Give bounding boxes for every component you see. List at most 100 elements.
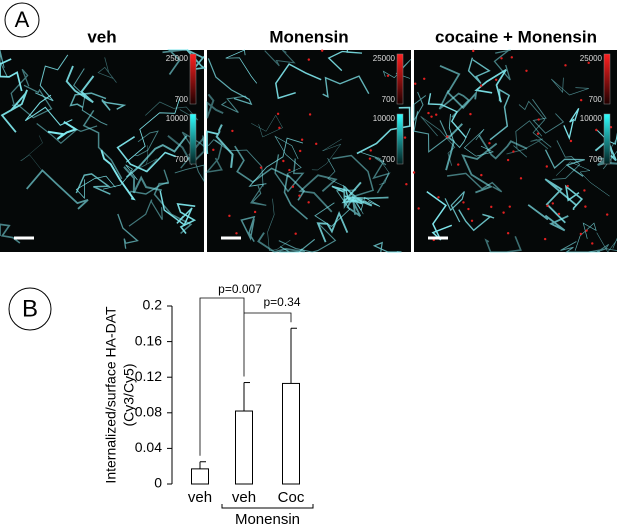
image-title: veh xyxy=(87,27,116,46)
micrograph xyxy=(207,50,411,252)
puncta xyxy=(537,118,540,121)
neurite xyxy=(467,57,491,84)
neurite xyxy=(274,135,302,174)
colorbar xyxy=(189,113,197,165)
neurite xyxy=(267,198,291,252)
neurite xyxy=(327,49,363,72)
neurite xyxy=(478,134,528,160)
image-title: Monensin xyxy=(269,27,348,46)
colorbar-label: 25000 xyxy=(373,54,396,63)
neurite xyxy=(249,183,267,206)
neurite xyxy=(26,169,89,210)
neurite xyxy=(69,92,107,108)
neurite xyxy=(448,114,471,149)
neurite xyxy=(20,135,44,172)
puncta xyxy=(579,232,583,236)
neurite xyxy=(206,93,224,119)
neurite xyxy=(139,145,158,173)
puncta xyxy=(605,213,609,216)
group-label: Monensin xyxy=(235,511,300,528)
puncta xyxy=(276,112,280,116)
neurite xyxy=(532,99,565,134)
neurite xyxy=(125,97,181,163)
puncta xyxy=(469,112,472,116)
neurite xyxy=(47,120,79,140)
puncta xyxy=(591,242,594,245)
neurite xyxy=(596,232,617,253)
puncta xyxy=(423,77,426,80)
puncta xyxy=(320,49,324,52)
neurite xyxy=(65,65,95,104)
puncta xyxy=(253,210,257,214)
neurite xyxy=(331,185,363,205)
neurite xyxy=(205,139,223,174)
colorbar xyxy=(603,113,611,165)
colorbar-label: 700 xyxy=(589,95,603,104)
puncta xyxy=(506,158,510,162)
neurite xyxy=(564,184,584,210)
neurite xyxy=(493,49,512,81)
puncta xyxy=(368,157,372,160)
y-tick-label: 0.04 xyxy=(135,439,162,455)
puncta xyxy=(299,149,302,153)
neurite xyxy=(117,213,139,249)
neurite xyxy=(346,196,381,212)
neurite xyxy=(123,166,162,194)
neurite xyxy=(0,58,23,92)
neurite xyxy=(311,138,342,171)
neurite xyxy=(174,160,205,183)
puncta xyxy=(512,150,515,153)
puncta xyxy=(437,196,440,199)
neurite xyxy=(560,241,600,253)
puncta xyxy=(551,202,555,205)
puncta xyxy=(412,171,416,174)
neurite xyxy=(427,93,467,139)
puncta xyxy=(446,135,449,138)
neurite xyxy=(75,173,111,195)
puncta xyxy=(291,185,295,188)
x-tick-label: Coc xyxy=(278,489,305,506)
micrograph xyxy=(414,50,617,252)
neurite xyxy=(489,88,511,141)
puncta xyxy=(212,148,215,152)
neurite xyxy=(316,210,349,243)
puncta xyxy=(315,142,318,146)
puncta xyxy=(500,57,503,60)
neurite xyxy=(426,190,453,241)
neurite xyxy=(162,49,188,75)
puncta xyxy=(508,205,511,208)
neurite xyxy=(563,107,580,141)
colorbar-label: 700 xyxy=(175,95,189,104)
puncta xyxy=(294,232,297,235)
colorbar-label: 10000 xyxy=(373,114,396,123)
neurite xyxy=(75,175,116,199)
neurite xyxy=(0,223,21,244)
puncta xyxy=(231,129,234,133)
neurite xyxy=(240,215,256,242)
group-bracket xyxy=(221,504,314,509)
neurite xyxy=(552,140,581,180)
puncta xyxy=(235,232,238,235)
neurite xyxy=(474,68,507,103)
colorbar-label: 700 xyxy=(589,155,603,164)
neurite xyxy=(24,94,73,126)
significance-bracket xyxy=(199,297,245,456)
panel-label: A xyxy=(15,7,30,32)
puncta xyxy=(278,126,281,130)
colorbar-label: 700 xyxy=(175,155,189,164)
puncta xyxy=(457,163,460,166)
panel-label-circle xyxy=(4,2,40,38)
puncta xyxy=(427,111,430,115)
neurite xyxy=(372,241,402,253)
neurite xyxy=(588,244,617,253)
neurite xyxy=(420,116,456,166)
panel-label: B xyxy=(22,295,38,322)
neurite xyxy=(234,145,290,183)
image-title: cocaine + Monensin xyxy=(435,27,597,46)
y-axis-label: Internalized/surface HA-DAT xyxy=(103,306,119,484)
puncta xyxy=(494,78,498,82)
neurite xyxy=(73,68,108,126)
neurite xyxy=(544,149,585,177)
colorbar xyxy=(603,53,611,105)
neurite xyxy=(283,173,309,220)
